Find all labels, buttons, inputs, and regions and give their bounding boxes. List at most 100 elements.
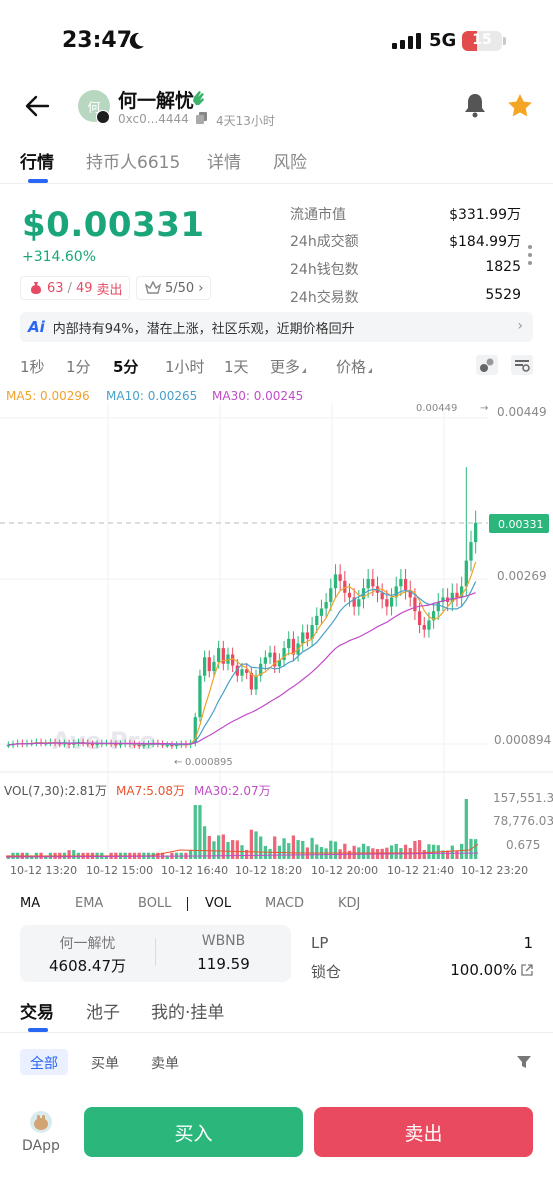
ma10-legend: MA10: 0.00265 [106,389,198,403]
indicator-vol[interactable]: VOL [205,896,232,911]
buy-button[interactable]: 买入 [84,1107,303,1157]
sell-button[interactable]: 卖出 [314,1107,533,1157]
tab-trades[interactable]: 交易 [20,1003,54,1023]
candle [273,652,277,667]
stat-value: $184.99万 [449,234,521,250]
interval-1s[interactable]: 1秒 [20,358,45,376]
volume-bar [394,843,398,859]
star-icon[interactable] [506,92,534,120]
dapp-label[interactable]: DApp [22,1138,60,1154]
pool-token-b: WBNB [201,933,246,949]
candle [287,638,291,649]
ai-summary-bar[interactable]: Ai 内部持有94%，潜在上涨，社区乐观，近期价格回升 › [20,312,533,342]
indicator-boll[interactable]: BOLL [138,896,172,911]
candle [455,592,459,598]
bell-icon[interactable] [462,92,488,118]
tab-holders[interactable]: 持币人6615 [86,153,181,173]
indicator-kdj[interactable]: KDJ [338,896,361,911]
more-vertical-icon[interactable] [527,244,533,266]
vol-ma30-legend: MA30:2.07万 [194,784,271,798]
candle [95,743,99,746]
volume-bar [198,805,202,859]
candle [469,542,473,561]
volume-bar [315,844,319,859]
crown-icon [145,281,161,294]
interval-more[interactable]: 更多 [270,356,307,377]
volume-bar [422,849,426,859]
indicator-ema[interactable]: EMA [75,896,104,911]
candle [301,632,305,644]
indicator-macd[interactable]: MACD [265,896,304,911]
interval-1d[interactable]: 1天 [224,358,249,376]
interval-1m[interactable]: 1分 [66,358,91,376]
candle [385,599,389,607]
price-chart[interactable]: Ave Pro 0.00331 0.00449 0.00269 0.000894… [0,404,553,884]
high-marker-arrow: → [480,404,488,414]
tab-details[interactable]: 详情 [207,153,241,173]
dapp-icon[interactable] [30,1111,52,1133]
chevron-right-icon: › [517,318,523,334]
tab-pool[interactable]: 池子 [86,1003,120,1023]
candle [6,744,10,747]
volume-bar [165,855,169,859]
interval-5m[interactable]: 5分 [113,358,139,376]
ai-icon: Ai [28,318,45,336]
tab-risk[interactable]: 风险 [273,153,307,173]
filter-buys[interactable]: 买单 [91,1056,119,1072]
sell-label: 卖出 [96,282,123,298]
buy-sell-count[interactable]: 63/49 卖出 [20,276,130,300]
tab-market[interactable]: 行情 [20,153,54,173]
volume-bar [389,845,394,859]
y-axis-label: 0.00449 [497,405,547,419]
filter-sells[interactable]: 卖单 [151,1056,179,1072]
chart-settings-icon[interactable] [511,355,533,375]
stat-label: 24h交易数 [290,290,359,306]
x-axis-label: 10-12 21:40 [387,864,455,877]
candle [319,608,324,616]
rank-value: 5/50 [165,280,195,296]
volume-bar [216,835,221,859]
candle [450,592,454,603]
volume-bar [259,836,263,859]
indicator-ma[interactable]: MA [20,896,41,911]
filter-all[interactable]: 全部 [20,1049,68,1075]
vol-ma7-legend: MA7:5.08万 [116,784,185,798]
lock-value: 100.00% [450,961,517,979]
tab-my-orders[interactable]: 我的·挂单 [151,1003,225,1023]
candle [212,661,216,672]
candle [268,652,272,658]
clap-hands-icon [193,91,204,105]
indicator-settings-icon[interactable] [476,355,498,375]
candle [198,675,202,718]
candle [282,648,286,661]
lock-value-row[interactable]: 100.00% [450,961,533,979]
copy-icon[interactable] [196,112,207,124]
volume-bar [221,834,225,859]
candle [305,632,310,639]
volume-bar [193,805,197,859]
token-address[interactable]: 0xc0...4444 [118,112,189,126]
lp-value: 1 [523,934,533,952]
current-price-tag-text: 0.00331 [498,518,544,531]
x-axis-label: 10-12 13:20 [10,864,78,877]
status-time: 23:47 [62,28,133,53]
stat-value: $331.99万 [449,207,521,223]
candle [436,602,440,612]
candle [399,579,403,587]
price-mode-select[interactable]: 价格 [336,356,373,377]
x-axis-label: 10-12 20:00 [311,864,379,877]
token-age: 4天13小时 [216,114,275,128]
candle [394,586,398,598]
interval-1h[interactable]: 1小时 [165,358,205,376]
volume-bar [445,850,450,859]
candle [338,574,342,581]
rank-badge[interactable]: 5/50 › [136,276,211,300]
x-axis-label: 10-12 16:40 [161,864,229,877]
volume-bar [474,839,478,859]
y-axis-label: 0.000894 [494,733,551,747]
pool-amount-b: 119.59 [197,955,250,973]
filter-icon[interactable] [516,1054,532,1070]
candle [170,744,174,747]
candle [165,744,169,747]
back-arrow-icon[interactable] [24,94,50,118]
